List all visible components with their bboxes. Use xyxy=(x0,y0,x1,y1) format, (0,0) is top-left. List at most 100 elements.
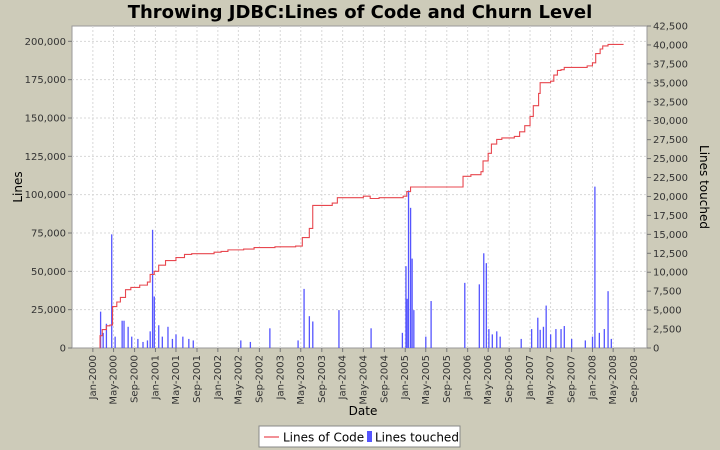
lines-touched-bar xyxy=(121,320,123,348)
x-tick-label: Sep-2000 xyxy=(130,355,141,403)
lines-touched-bar xyxy=(338,310,340,348)
lines-touched-bar xyxy=(537,317,539,348)
y2-tick-label: 37,500 xyxy=(653,59,688,70)
lines-touched-bar xyxy=(102,332,104,348)
lines-touched-bar xyxy=(153,296,155,348)
lines-touched-bar xyxy=(413,310,415,348)
lines-touched-bar xyxy=(530,329,533,348)
lines-touched-bar xyxy=(545,305,547,348)
y2-tick-label: 15,000 xyxy=(653,230,688,241)
lines-touched-bar xyxy=(123,320,125,348)
right-y-axis: 0 2,500 5,000 7,500 10,000 12,500 15,000 17,500… xyxy=(647,22,688,355)
lines-touched-bar xyxy=(591,336,594,348)
legend-label-lines-of-code: Lines of Code xyxy=(283,431,364,445)
y-tick-label: 200,000 xyxy=(25,37,66,48)
lines-touched-bar xyxy=(406,298,408,348)
y2-tick-label: 35,000 xyxy=(653,78,688,89)
y2-tick-label: 40,000 xyxy=(653,40,688,51)
lines-touched-bar xyxy=(151,229,154,348)
y2-tick-label: 17,500 xyxy=(653,211,688,222)
lines-touched-bar xyxy=(491,334,493,348)
y2-tick-label: 32,500 xyxy=(653,97,688,108)
lines-touched-bar xyxy=(182,336,184,348)
y-tick-label: 25,000 xyxy=(31,305,66,316)
y2-tick-label: 12,500 xyxy=(653,249,688,260)
y-tick-label: 125,000 xyxy=(25,152,66,163)
lines-touched-bar xyxy=(539,329,541,348)
lines-touched-bar xyxy=(584,340,586,348)
lines-of-code-path xyxy=(99,43,624,349)
lines-touched-bar xyxy=(610,338,612,348)
lines-touched-bar xyxy=(464,282,466,348)
lines-touched-bar xyxy=(308,316,311,348)
x-tick-label: Jan-2001 xyxy=(150,355,161,400)
x-tick-label: May-2005 xyxy=(421,355,432,405)
lines-touched-bar xyxy=(297,340,299,348)
y2-tick-label: 22,500 xyxy=(653,173,688,184)
lines-touched-bar xyxy=(146,340,149,348)
y2-tick-label: 7,500 xyxy=(653,287,682,298)
lines-touched-bar xyxy=(488,329,490,348)
lines-touched-bar xyxy=(370,328,372,348)
x-tick-label: Jan-2005 xyxy=(400,355,411,400)
lines-touched-bar xyxy=(105,323,108,348)
y2-tick-label: 0 xyxy=(653,344,659,355)
x-tick-label: May-2004 xyxy=(358,355,369,405)
lines-touched-bars xyxy=(99,186,612,348)
x-tick-label: Jan-2002 xyxy=(213,355,224,400)
lines-touched-bar xyxy=(171,338,174,348)
lines-touched-bar xyxy=(594,186,596,348)
y2-tick-label: 30,000 xyxy=(653,116,688,127)
legend: Lines of Code Lines touched xyxy=(258,425,461,448)
y-tick-label: 175,000 xyxy=(25,75,66,86)
y-tick-label: 100,000 xyxy=(25,190,66,201)
x-tick-label: Sep-2008 xyxy=(629,355,640,403)
lines-touched-bar xyxy=(555,329,557,348)
lines-touched-bar xyxy=(114,336,116,348)
lines-touched-bar xyxy=(161,336,163,348)
y-tick-label: 75,000 xyxy=(31,229,66,240)
lines-touched-bar xyxy=(560,329,562,348)
x-axis-label: Date xyxy=(349,404,378,418)
x-tick-label: Jan-2004 xyxy=(338,355,349,400)
chart-title: Throwing JDBC:Lines of Code and Churn Le… xyxy=(128,2,593,23)
y2-tick-label: 2,500 xyxy=(653,325,682,336)
lines-touched-bar xyxy=(303,288,305,348)
x-tick-label: Jan-2003 xyxy=(275,355,286,400)
lines-touched-bar xyxy=(192,340,194,348)
x-tick-label: Jan-2008 xyxy=(587,355,598,400)
lines-touched-bar xyxy=(312,321,314,348)
lines-touched-bar xyxy=(188,338,190,348)
y2-axis-label: Lines touched xyxy=(697,145,711,229)
x-tick-label: May-2006 xyxy=(483,355,494,405)
x-tick-label: May-2001 xyxy=(171,355,182,405)
x-tick-label: Jan-2006 xyxy=(463,355,474,400)
x-tick-label: Sep-2007 xyxy=(567,355,578,403)
lines-touched-bar xyxy=(405,266,407,348)
lines-touched-bar xyxy=(549,334,552,348)
y-tick-label: 150,000 xyxy=(25,114,66,125)
lines-touched-bar xyxy=(249,341,252,348)
x-tick-label: Sep-2003 xyxy=(317,355,328,403)
lines-touched-bar xyxy=(167,326,169,348)
lines-touched-bar xyxy=(478,284,480,348)
legend-swatch-lines-touched xyxy=(367,431,372,442)
x-tick-label: May-2008 xyxy=(608,355,619,405)
x-tick-label: May-2000 xyxy=(109,355,120,405)
x-tick-label: Sep-2002 xyxy=(254,355,265,403)
lines-touched-bar xyxy=(425,336,427,348)
lines-touched-bar xyxy=(570,338,573,348)
lines-touched-bar xyxy=(542,326,545,348)
x-tick-label: May-2002 xyxy=(233,355,244,405)
legend-box xyxy=(258,425,461,448)
lines-touched-bar xyxy=(603,329,605,348)
lines-touched-bar xyxy=(111,234,113,348)
lines-touched-bar xyxy=(158,325,160,348)
x-tick-label: May-2003 xyxy=(296,355,307,405)
lines-touched-bar xyxy=(430,301,432,348)
lines-touched-bar xyxy=(149,331,151,348)
y2-tick-label: 5,000 xyxy=(653,306,682,317)
x-tick-label: Sep-2005 xyxy=(442,355,453,403)
x-tick-label: Sep-2004 xyxy=(379,355,390,403)
